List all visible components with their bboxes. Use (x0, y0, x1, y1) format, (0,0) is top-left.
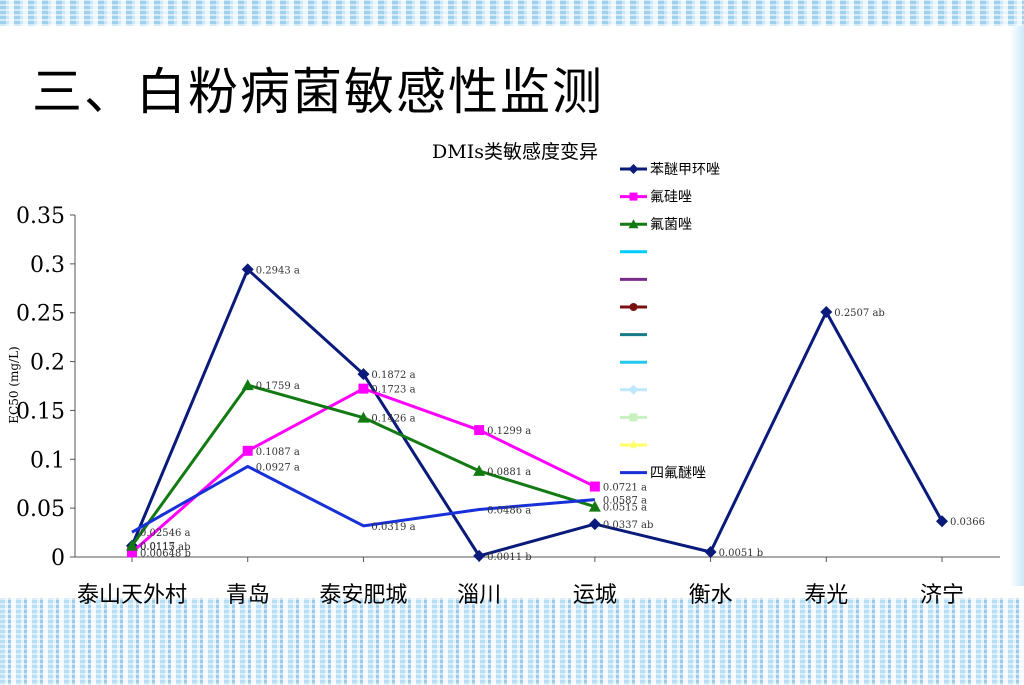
legend-marker (629, 303, 638, 311)
data-point (473, 464, 486, 476)
series-2: 0.00648 b 0.1087 a 0.1723 a 0.1299 a 0.0721 … (127, 383, 647, 559)
series-line (131, 464, 595, 534)
y-tick-label: 0 (51, 546, 65, 571)
legend-entry: 氟菌唑 (620, 217, 692, 233)
legend-entry (620, 440, 647, 449)
data-label: 0.02546 a (140, 528, 191, 539)
x-tick-label: 运城 (573, 583, 617, 608)
data-point (241, 379, 254, 391)
legend-label: 氟菌唑 (650, 217, 692, 233)
series-4: 0.02546 a 0.0927 a 0.0319 a 0.0486 a 0.0587 … (131, 462, 647, 539)
x-tick-label: 淄川 (457, 583, 501, 608)
x-tick-label: 泰山天外村 (77, 583, 187, 608)
data-label: 0.00648 b (140, 548, 191, 559)
legend-marker (629, 413, 638, 422)
data-point (474, 425, 485, 436)
legend-marker (628, 164, 639, 174)
legend-entry: 苯醚甲环唑 (620, 161, 720, 178)
legend-entry (620, 303, 647, 311)
y-tick-label: 0.25 (16, 302, 65, 327)
y-tick-label: 0.15 (16, 399, 65, 424)
data-label: 0.1299 a (487, 426, 531, 437)
data-label: 0.0721 a (603, 483, 647, 494)
x-tick-label: 青岛 (226, 583, 270, 608)
header-stripe-band (0, 0, 1024, 26)
y-tick-label: 0.1 (30, 448, 65, 473)
y-tick-label: 0.05 (16, 497, 65, 522)
data-label: 0.1872 a (371, 370, 415, 381)
chart-axes: 0 0.05 0.1 0.15 0.2 0.25 0.3 0.35 泰山天外村 青岛 泰安肥城 淄川 运… (16, 204, 1000, 608)
series-line (130, 267, 944, 558)
data-label: 0.2943 a (256, 265, 300, 276)
data-label: 0.0051 b (719, 548, 764, 559)
legend-entry (620, 384, 647, 395)
x-tick-label: 泰安肥城 (319, 583, 407, 608)
series-line (130, 383, 596, 547)
data-point (936, 515, 948, 528)
legend-marker (628, 384, 639, 395)
footer-stripe-band (0, 598, 1024, 685)
data-label: 0.0486 a (487, 506, 531, 517)
data-point (126, 539, 138, 551)
data-point (357, 411, 370, 423)
data-point (358, 383, 369, 394)
legend-entry (620, 413, 647, 422)
series-layer: 0.0115 ab 0.2943 a 0.1872 a 0.0011 b 0.0337 … (126, 263, 985, 563)
data-label: 0.0927 a (256, 462, 300, 473)
data-label: 0.0337 ab (603, 520, 654, 531)
data-label: 0.0881 a (487, 467, 531, 478)
data-label: 0.0587 a (603, 496, 647, 507)
legend-marker (628, 440, 639, 449)
data-point (589, 481, 600, 492)
data-point (704, 546, 717, 559)
data-label: 0.1087 a (256, 447, 300, 458)
data-label: 0.0011 b (487, 552, 532, 563)
y-axis-label: EC50 (mg/L) (7, 346, 21, 423)
data-point (473, 549, 486, 562)
series-1: 0.0115 ab 0.2943 a 0.1872 a 0.0011 b 0.0337 … (126, 263, 985, 563)
data-point (127, 547, 137, 558)
data-point (588, 518, 601, 531)
data-label: 0.1426 a (371, 414, 415, 425)
slide-title: 三、白粉病菌敏感性监测 (32, 63, 604, 121)
data-point (588, 500, 601, 512)
y-tick-label: 0.2 (30, 351, 65, 376)
data-point (242, 445, 253, 456)
right-edge-band (1010, 26, 1024, 586)
legend-label: 氟硅唑 (650, 190, 692, 206)
data-label: 0.0366 (950, 517, 985, 528)
data-point (357, 368, 370, 381)
data-point (241, 263, 254, 276)
data-label: 0.1759 a (256, 381, 300, 392)
legend-entry: 四氟醚唑 (620, 466, 706, 482)
data-label: 0.0115 ab (140, 542, 191, 553)
y-tick-label: 0.3 (30, 253, 65, 278)
chart-title: DMIs类敏感度变异 (432, 141, 598, 163)
x-tick-label: 衡水 (689, 583, 733, 608)
legend-entry: 氟硅唑 (620, 190, 692, 206)
legend-label: 四氟醚唑 (650, 466, 706, 482)
x-tick-label: 寿光 (804, 583, 848, 608)
data-label: 0.0515 a (603, 503, 647, 514)
data-label: 0.2507 ab (834, 308, 885, 319)
data-label: 0.0117 (140, 542, 175, 553)
legend-marker (629, 192, 638, 201)
data-point (820, 306, 833, 319)
data-label: 0.1723 a (371, 385, 415, 396)
legend-label: 苯醚甲环唑 (650, 161, 720, 178)
data-label: 0.0319 a (371, 522, 415, 533)
series-3: 0.0117 0.1759 a 0.1426 a 0.0881 a 0.0515 a (126, 379, 647, 553)
x-tick-label: 济宁 (920, 583, 964, 608)
legend-marker (628, 219, 639, 229)
y-tick-label: 0.35 (16, 204, 65, 229)
